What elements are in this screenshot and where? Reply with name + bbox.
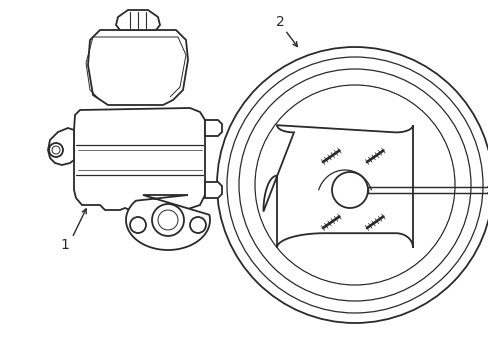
Text: 2: 2 — [275, 15, 284, 29]
Text: 1: 1 — [61, 238, 69, 252]
Ellipse shape — [152, 204, 183, 236]
Ellipse shape — [190, 217, 205, 233]
Polygon shape — [48, 128, 74, 165]
Ellipse shape — [49, 143, 63, 157]
Ellipse shape — [256, 86, 453, 284]
Polygon shape — [88, 30, 187, 105]
Polygon shape — [204, 120, 222, 136]
Polygon shape — [116, 10, 160, 30]
Ellipse shape — [130, 217, 146, 233]
Polygon shape — [204, 182, 222, 198]
Polygon shape — [263, 125, 412, 248]
Ellipse shape — [331, 172, 367, 208]
Polygon shape — [126, 195, 209, 250]
Polygon shape — [74, 108, 204, 210]
